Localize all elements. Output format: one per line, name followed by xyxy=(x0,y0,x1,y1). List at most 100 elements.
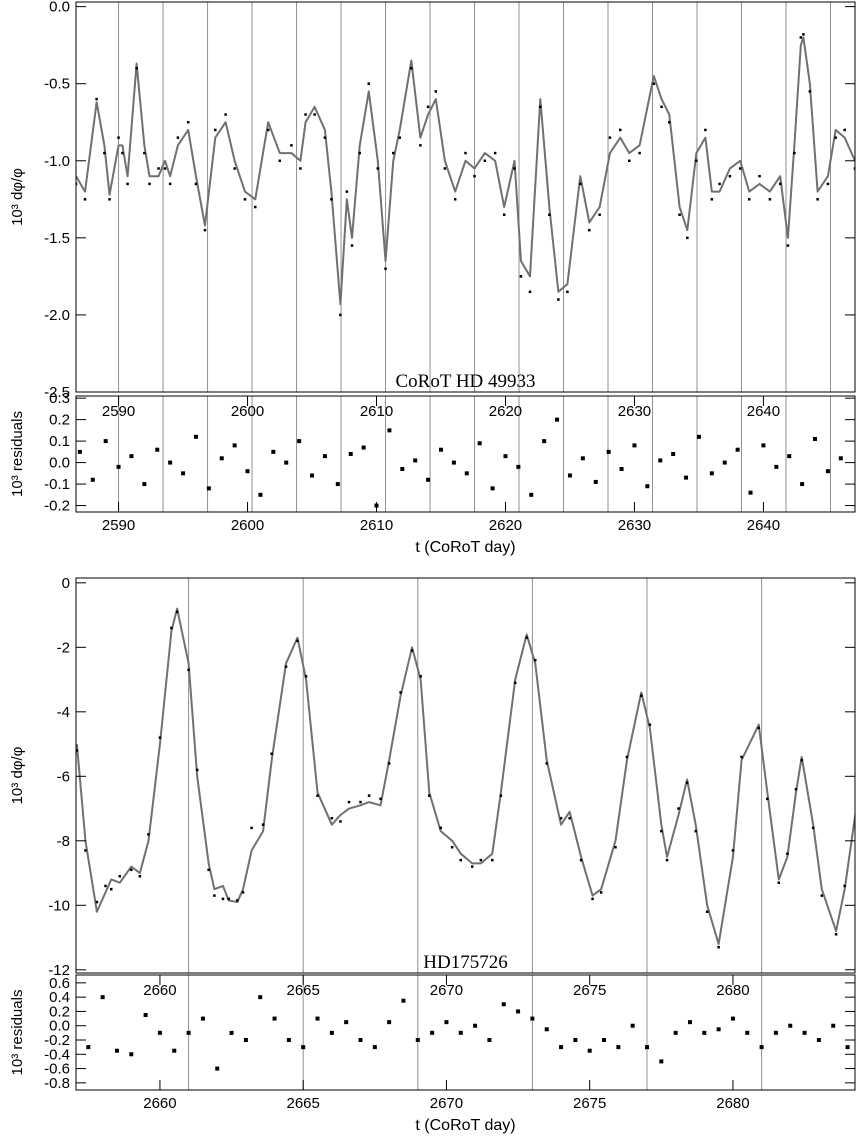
y-tick-label: -8 xyxy=(57,833,70,850)
data-point xyxy=(598,213,601,216)
data-point xyxy=(716,1027,721,1032)
data-point xyxy=(193,434,198,439)
data-point xyxy=(602,1038,607,1042)
data-point xyxy=(271,449,276,454)
data-point xyxy=(534,658,537,662)
data-point xyxy=(519,275,523,278)
top-tick-label: 2640 xyxy=(747,403,780,420)
annotation: CoRoT HD 49933 xyxy=(395,371,535,392)
data-point xyxy=(387,428,392,433)
data-point xyxy=(148,182,151,186)
data-point xyxy=(181,471,186,476)
data-point xyxy=(487,1038,492,1042)
top-tick-label: 2670 xyxy=(430,982,463,999)
data-point xyxy=(114,1048,119,1053)
x-tick-label: 2620 xyxy=(489,517,522,534)
data-point xyxy=(157,1030,162,1035)
data-point xyxy=(350,244,354,247)
data-point xyxy=(443,167,447,170)
data-point xyxy=(499,794,503,797)
data-point xyxy=(502,213,506,216)
data-point xyxy=(793,151,796,155)
data-point xyxy=(709,471,714,476)
y-tick-label: -2.0 xyxy=(44,307,70,324)
data-point xyxy=(243,1038,248,1042)
data-point xyxy=(731,849,735,852)
data-point xyxy=(645,484,650,489)
data-point xyxy=(788,1023,793,1028)
y-tick-label: 0 xyxy=(62,575,70,592)
data-point xyxy=(103,439,108,444)
data-point xyxy=(503,454,508,459)
data-point xyxy=(195,768,199,772)
y-tick-label: -2 xyxy=(57,639,70,656)
data-point xyxy=(126,182,129,186)
data-point xyxy=(614,845,617,849)
data-point xyxy=(186,120,190,124)
data-point xyxy=(90,477,95,482)
data-point xyxy=(143,151,146,155)
y-axis-label: 10³ residuals xyxy=(9,990,26,1076)
y-tick-label: -1.0 xyxy=(44,153,70,170)
data-point xyxy=(668,120,671,124)
data-point xyxy=(778,182,782,186)
data-point xyxy=(258,995,263,1000)
data-point xyxy=(747,198,751,201)
data-point xyxy=(588,228,591,232)
data-point xyxy=(339,820,342,823)
data-point xyxy=(401,998,406,1003)
data-point xyxy=(286,1038,291,1042)
x-axis-label: t (CoRoT day) xyxy=(415,1117,515,1134)
top-tick-label: 2620 xyxy=(489,403,522,420)
data-point xyxy=(773,1030,778,1035)
data-point xyxy=(428,794,431,797)
data-point xyxy=(831,1023,836,1028)
data-point xyxy=(250,826,253,830)
data-point xyxy=(95,97,98,101)
data-point xyxy=(843,884,846,888)
data-point xyxy=(426,105,430,109)
annotation: HD175726 xyxy=(423,952,507,973)
data-point xyxy=(130,868,133,872)
data-point xyxy=(677,807,680,810)
model-curve xyxy=(76,607,855,945)
y-tick-label: 0.0 xyxy=(49,1018,70,1035)
data-point xyxy=(542,439,547,444)
data-point xyxy=(660,829,663,833)
data-point xyxy=(438,447,443,452)
data-point xyxy=(545,762,548,765)
data-point xyxy=(296,639,299,643)
y-tick-label: -0.4 xyxy=(44,1046,70,1063)
data-point xyxy=(735,447,740,452)
data-point xyxy=(430,1030,435,1035)
data-point xyxy=(632,443,637,448)
x-tick-label: 2660 xyxy=(143,1095,176,1112)
data-point xyxy=(241,891,245,894)
data-point xyxy=(367,82,371,85)
y-tick-label: -2.5 xyxy=(44,384,70,401)
data-point xyxy=(616,1045,621,1050)
data-point xyxy=(313,113,316,116)
x-tick-label: 2630 xyxy=(618,517,651,534)
data-point xyxy=(843,128,846,132)
data-point xyxy=(838,456,843,461)
x-axis-label: t (CoRoT day) xyxy=(415,539,515,556)
data-point xyxy=(221,897,225,901)
data-point xyxy=(175,610,179,614)
data-point xyxy=(109,887,113,891)
data-point xyxy=(315,1016,320,1021)
y-axis-label: 10³ residuals xyxy=(9,411,26,497)
data-point xyxy=(834,933,838,936)
data-point xyxy=(704,128,707,132)
y-tick-label: 0.0 xyxy=(49,455,70,472)
y-axis-label: 10³ dφ/φ xyxy=(9,168,26,226)
y-tick-label: 0.1 xyxy=(49,433,70,450)
data-point xyxy=(100,995,105,1000)
data-point xyxy=(722,460,727,465)
data-point xyxy=(473,1023,478,1028)
data-point xyxy=(117,136,120,139)
data-point xyxy=(233,167,236,170)
data-point xyxy=(695,159,698,163)
top-tick-label: 2600 xyxy=(231,403,264,420)
data-point xyxy=(464,471,469,476)
